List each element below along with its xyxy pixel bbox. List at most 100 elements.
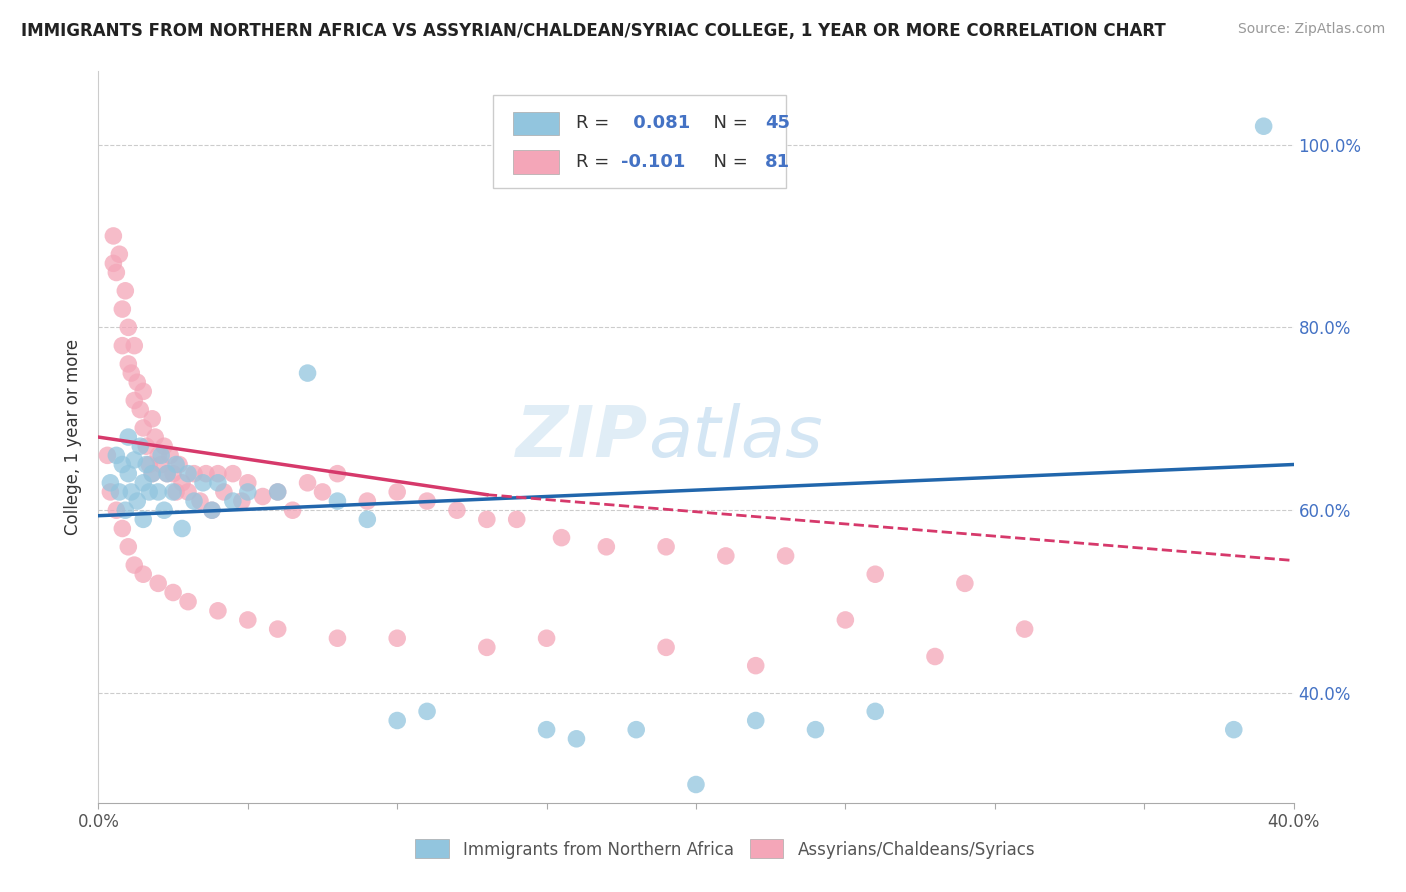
Point	[105, 266, 128, 280]
Point	[124, 338, 146, 352]
Point	[117, 467, 139, 481]
Point	[177, 467, 200, 481]
Text: R =: R =	[576, 153, 616, 171]
FancyBboxPatch shape	[494, 95, 786, 188]
Point	[326, 494, 349, 508]
Point	[626, 723, 648, 737]
Point	[156, 467, 179, 481]
Point	[167, 458, 190, 472]
Y-axis label: College, 1 year or more: College, 1 year or more	[65, 339, 83, 535]
Text: Source: ZipAtlas.com: Source: ZipAtlas.com	[1237, 22, 1385, 37]
Point	[416, 705, 439, 719]
Point	[120, 366, 142, 380]
Point	[207, 467, 229, 481]
Text: R =: R =	[576, 114, 616, 132]
Point	[105, 448, 128, 462]
Point	[183, 494, 205, 508]
Point	[446, 503, 468, 517]
Point	[326, 632, 349, 646]
Point	[124, 558, 146, 573]
Point	[117, 430, 139, 444]
Point	[191, 475, 214, 490]
Point	[132, 475, 155, 490]
Point	[172, 475, 194, 490]
Point	[150, 458, 173, 472]
Point	[222, 494, 245, 508]
Point	[222, 467, 245, 481]
Point	[108, 247, 131, 261]
Point	[475, 640, 498, 655]
Text: -0.101: -0.101	[620, 153, 685, 171]
Point	[105, 503, 128, 517]
Point	[834, 613, 856, 627]
Point	[148, 448, 170, 462]
Point	[212, 485, 235, 500]
Point	[135, 439, 157, 453]
Point	[117, 540, 139, 554]
Point	[804, 723, 827, 737]
Point	[111, 301, 134, 317]
Point	[156, 467, 179, 481]
Point	[162, 467, 184, 481]
Point	[385, 714, 409, 728]
Point	[132, 421, 155, 435]
Point	[114, 503, 136, 517]
Point	[685, 778, 707, 792]
Point	[103, 256, 125, 270]
Point	[252, 490, 274, 504]
Point	[108, 485, 131, 500]
Text: atlas: atlas	[648, 402, 823, 472]
Point	[165, 485, 187, 500]
Point	[141, 467, 163, 481]
Point	[138, 458, 160, 472]
Point	[536, 723, 558, 737]
Point	[120, 485, 142, 500]
Point	[297, 366, 319, 380]
Point	[153, 503, 176, 517]
Point	[148, 576, 170, 591]
Point	[150, 448, 173, 462]
Point	[117, 357, 139, 371]
Point	[385, 632, 409, 646]
Point	[953, 576, 976, 591]
Point	[103, 228, 125, 243]
Point	[135, 458, 157, 472]
Point	[141, 412, 163, 426]
Point	[111, 521, 134, 535]
Point	[138, 485, 160, 500]
Point	[188, 494, 211, 508]
Point	[132, 567, 155, 582]
Text: N =: N =	[702, 153, 754, 171]
Point	[1223, 723, 1246, 737]
Point	[297, 475, 319, 490]
Point	[536, 632, 558, 646]
Point	[311, 485, 333, 500]
Point	[231, 494, 253, 508]
Point	[267, 485, 290, 500]
Point	[129, 402, 152, 417]
Point	[132, 512, 155, 526]
Point	[267, 622, 290, 636]
Bar	[513, 151, 558, 174]
Point	[132, 384, 155, 399]
Point	[129, 439, 152, 453]
Point	[117, 320, 139, 334]
Point	[236, 485, 259, 500]
Point	[1014, 622, 1036, 636]
Point	[127, 494, 149, 508]
Point	[385, 485, 409, 500]
Text: Assyrians/Chaldeans/Syriacs: Assyrians/Chaldeans/Syriacs	[797, 841, 1035, 859]
Point	[326, 467, 349, 481]
Point	[745, 714, 768, 728]
Point	[159, 448, 181, 462]
Point	[281, 503, 304, 517]
Point	[1253, 119, 1275, 133]
Bar	[415, 839, 449, 858]
Point	[416, 494, 439, 508]
Point	[183, 467, 205, 481]
Point	[162, 485, 184, 500]
Point	[141, 467, 163, 481]
Text: ZIP: ZIP	[516, 402, 648, 472]
Point	[865, 567, 887, 582]
Point	[267, 485, 290, 500]
